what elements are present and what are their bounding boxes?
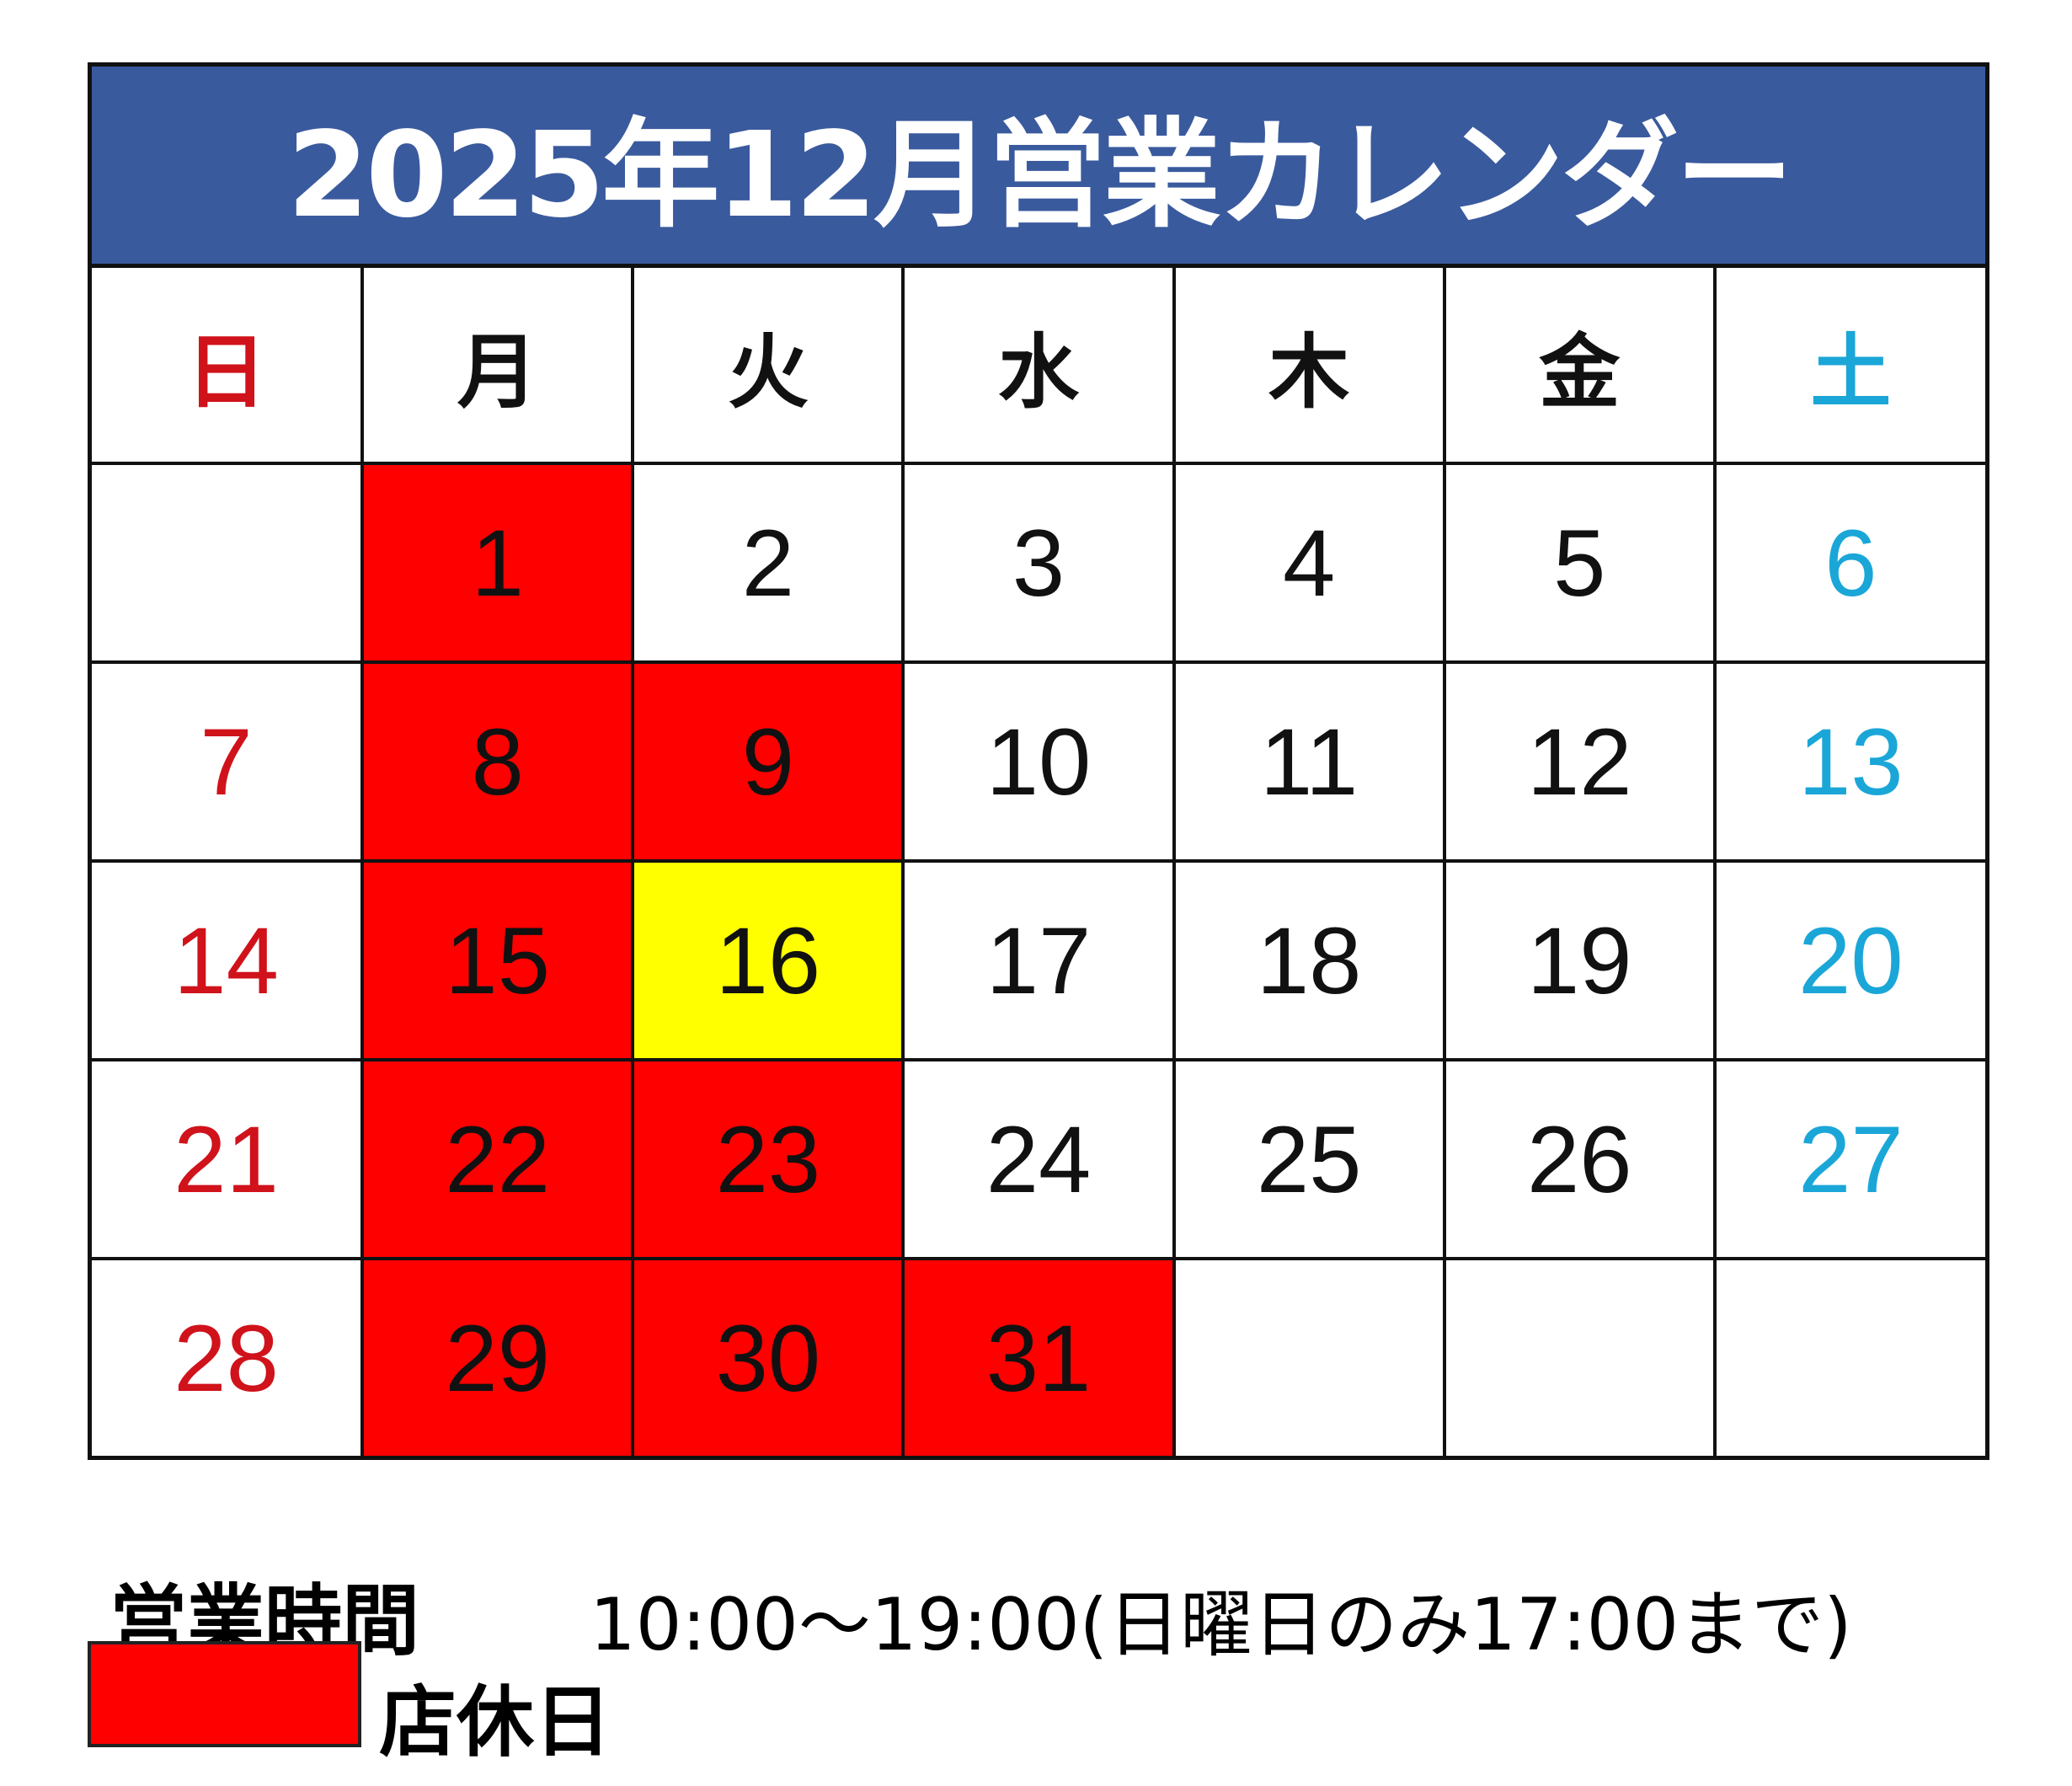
weekday-header-wednesday: 水 <box>901 268 1176 465</box>
weekday-header-thursday: 木 <box>1172 268 1446 465</box>
day-cell-24: 24 <box>901 1058 1176 1260</box>
day-cell-15: 15 <box>360 859 635 1061</box>
day-cell-13: 13 <box>1712 660 1985 863</box>
weekday-header-saturday: 土 <box>1712 268 1985 465</box>
day-cell-10: 10 <box>901 660 1176 863</box>
day-cell-18: 18 <box>1172 859 1446 1061</box>
business-calendar: 2025年12月営業カレンダー 日月火水木金土 1 2 3 4 5 6 7 8 9 10 11 12 13… <box>88 62 1989 1460</box>
empty-cell <box>92 462 365 664</box>
day-cell-23: 23 <box>631 1058 905 1260</box>
day-cell-28: 28 <box>92 1257 365 1456</box>
closed-day-label: 店休日 <box>379 1677 612 1767</box>
week-row: 21 22 23 24 25 26 27 <box>92 1058 1985 1260</box>
weekday-header-tuesday: 火 <box>631 268 905 465</box>
closed-day-swatch <box>88 1641 361 1747</box>
day-cell-8: 8 <box>360 660 635 863</box>
day-cell-20: 20 <box>1712 859 1985 1061</box>
day-cell-6: 6 <box>1712 462 1985 664</box>
day-cell-17: 17 <box>901 859 1176 1061</box>
calendar-title: 2025年12月営業カレンダー <box>92 67 1985 268</box>
day-cell-31: 31 <box>901 1257 1176 1456</box>
calendar-grid: 日月火水木金土 1 2 3 4 5 6 7 8 9 10 11 12 13 14 15 16 17 18 19 20 21… <box>92 268 1985 1456</box>
day-cell-2: 2 <box>631 462 905 664</box>
week-row: 7 8 9 10 11 12 13 <box>92 660 1985 863</box>
day-cell-11: 11 <box>1172 660 1446 863</box>
day-cell-5: 5 <box>1442 462 1717 664</box>
day-cell-27: 27 <box>1712 1058 1985 1260</box>
business-hours-value: 10:00～19:00(日曜日のみ17:00まで) <box>590 1583 1852 1667</box>
day-cell-12: 12 <box>1442 660 1717 863</box>
day-cell-25: 25 <box>1172 1058 1446 1260</box>
day-cell-14: 14 <box>92 859 365 1061</box>
day-cell-29: 29 <box>360 1257 635 1456</box>
empty-cell <box>1442 1257 1717 1456</box>
day-cell-26: 26 <box>1442 1058 1717 1260</box>
day-cell-19: 19 <box>1442 859 1717 1061</box>
day-cell-9: 9 <box>631 660 905 863</box>
weekday-header-monday: 月 <box>360 268 635 465</box>
week-row: 14 15 16 17 18 19 20 <box>92 859 1985 1061</box>
day-cell-30: 30 <box>631 1257 905 1456</box>
weekday-header-row: 日月火水木金土 <box>92 268 1985 465</box>
weekday-header-friday: 金 <box>1442 268 1717 465</box>
day-cell-22: 22 <box>360 1058 635 1260</box>
day-cell-16: 16 <box>631 859 905 1061</box>
empty-cell <box>1712 1257 1985 1456</box>
empty-cell <box>1172 1257 1446 1456</box>
day-cell-1: 1 <box>360 462 635 664</box>
week-row: 28 29 30 31 <box>92 1257 1985 1456</box>
day-cell-21: 21 <box>92 1058 365 1260</box>
weekday-header-sunday: 日 <box>92 268 365 465</box>
day-cell-3: 3 <box>901 462 1176 664</box>
day-cell-4: 4 <box>1172 462 1446 664</box>
day-cell-7: 7 <box>92 660 365 863</box>
